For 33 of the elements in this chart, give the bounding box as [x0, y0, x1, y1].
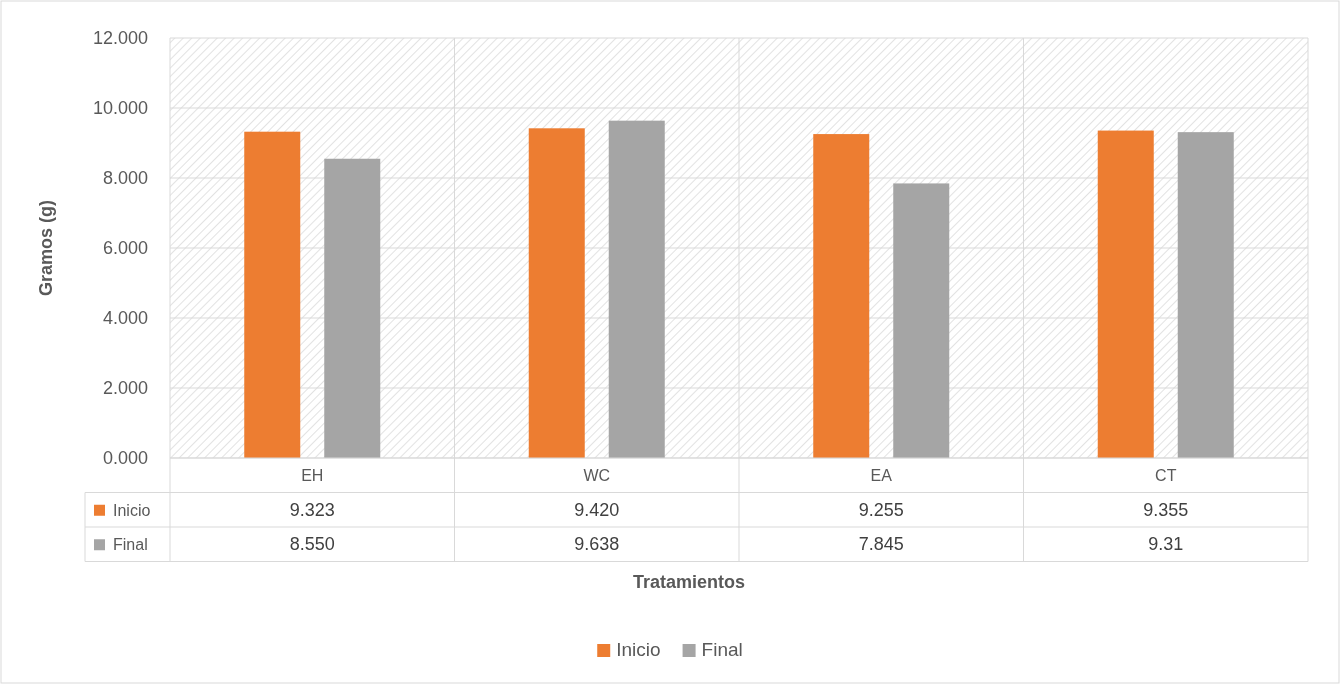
bar [608, 120, 665, 458]
x-tick-label: EH [301, 467, 324, 485]
y-axis-title: Gramos (g) [36, 199, 56, 297]
x-axis-title: Tratamientos [632, 572, 746, 592]
bar [1097, 130, 1154, 458]
bar [1177, 132, 1234, 458]
x-tick-label: CT [1155, 467, 1177, 485]
bar [528, 128, 585, 458]
data-label: 9.255 [858, 499, 904, 520]
bar [893, 183, 950, 458]
data-label: 9.31 [1148, 534, 1184, 555]
y-tick-label: 12.000 [92, 28, 148, 49]
x-tick-label: EA [870, 467, 893, 485]
bar [324, 158, 381, 458]
y-tick-label: 0.000 [102, 448, 148, 469]
y-tick-label: 6.000 [102, 238, 148, 259]
data-label: 7.845 [858, 534, 904, 555]
data-label: 9.638 [574, 534, 620, 555]
bar [813, 134, 870, 458]
data-label: 9.323 [289, 499, 335, 520]
text: Final [113, 536, 148, 554]
x-tick-label: WC [583, 467, 611, 485]
y-tick-label: 8.000 [102, 168, 148, 189]
data-label: 9.355 [1143, 499, 1189, 520]
data-label: 8.550 [289, 534, 335, 555]
bar [244, 131, 301, 458]
legend-label: Final [701, 639, 743, 660]
text: Inicio [616, 639, 661, 660]
y-tick-label: 2.000 [102, 378, 148, 399]
y-tick-label: 4.000 [102, 308, 148, 329]
legend-label: Inicio [113, 501, 151, 519]
y-tick-label: 10.000 [92, 98, 148, 119]
data-label: 9.420 [574, 499, 620, 520]
